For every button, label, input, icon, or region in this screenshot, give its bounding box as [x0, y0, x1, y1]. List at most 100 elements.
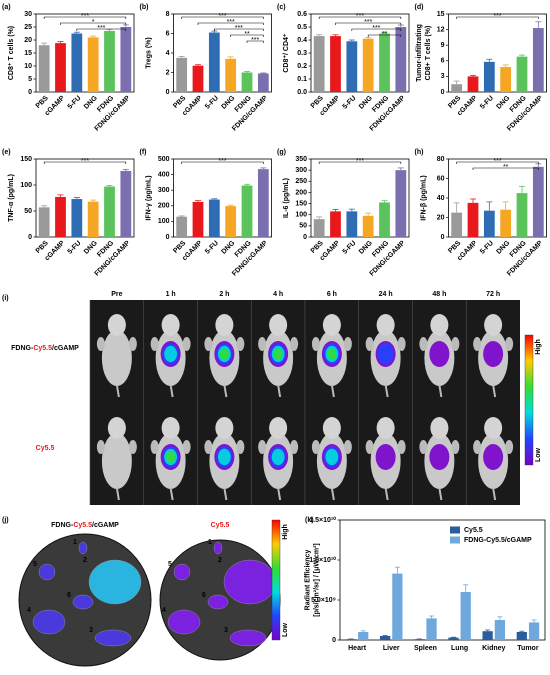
panel-label: (a) — [2, 4, 11, 11]
y-axis-label: IFN-γ (pg/mL) — [145, 175, 152, 220]
mouse-head — [269, 314, 288, 336]
mouse-leg — [365, 440, 374, 454]
signal — [483, 341, 504, 367]
x-tick-label: Kidney — [482, 645, 505, 652]
plot-frame — [448, 158, 547, 238]
mouse-leg — [96, 337, 105, 351]
plot-frame — [173, 13, 272, 93]
bar — [38, 207, 50, 237]
y-axis-label: Tumor-infiltrating — [416, 24, 423, 82]
x-tick-label: Heart — [348, 645, 367, 652]
title-part: FDNG- — [11, 345, 34, 352]
organ — [207, 594, 229, 610]
x-tick-label: 5-FU — [204, 95, 220, 111]
mouse-tail — [438, 487, 443, 501]
x-tick-label: 5-FU — [342, 240, 358, 256]
significance-bracket — [351, 28, 402, 31]
significance-bracket — [230, 34, 264, 37]
bar — [120, 27, 132, 92]
bar — [71, 199, 83, 237]
bar — [494, 620, 505, 640]
y-tick-label: 4 — [166, 50, 170, 57]
bar — [500, 209, 512, 237]
mouse-leg — [343, 337, 352, 351]
y-tick-label: 200 — [158, 203, 170, 210]
bar — [313, 219, 325, 237]
bar — [346, 211, 358, 237]
y-tick-label: 0 — [441, 234, 445, 241]
organ-label: 1 — [73, 539, 77, 546]
bar — [395, 27, 407, 92]
y-tick-label: 150 — [295, 200, 307, 207]
significance-label: *** — [235, 25, 243, 32]
y-axis-label: [p/s/cm²/sr] / [μW/cm²] — [313, 543, 320, 617]
bar — [482, 631, 493, 640]
organ — [38, 563, 56, 581]
organ — [94, 629, 132, 647]
significance-bracket — [246, 40, 264, 43]
mouse-tail — [169, 384, 174, 398]
bar — [104, 30, 115, 92]
significance-label: *** — [227, 19, 235, 26]
mouse-tail — [115, 384, 120, 398]
mouse-leg — [258, 337, 267, 351]
bar — [532, 28, 544, 92]
image-title: FDNG-Cy5.5/cGAMP — [51, 522, 119, 529]
bar — [330, 36, 341, 92]
organ-label: 6 — [202, 592, 206, 599]
bar — [451, 212, 463, 237]
significance-bracket — [318, 16, 402, 19]
mouse-head — [215, 314, 234, 336]
y-tick-label: 0.5 — [297, 24, 307, 31]
significance-label: *** — [81, 158, 89, 165]
organ — [167, 609, 201, 635]
colorbar-label: Low — [535, 447, 542, 462]
mouse-head — [322, 314, 341, 336]
bar — [38, 45, 50, 92]
signal — [429, 444, 450, 470]
organ — [78, 541, 88, 555]
y-tick-label: 0 — [441, 89, 445, 96]
x-tick-label: 5-FU — [479, 95, 495, 111]
y-axis-label: Tregs (%) — [145, 37, 152, 69]
organ-label: 4 — [162, 607, 166, 614]
mouse-head — [484, 314, 503, 336]
title-part: /cGAMP — [52, 345, 79, 352]
bar — [241, 185, 253, 237]
significance-label: *** — [81, 13, 89, 20]
y-tick-label: 300 — [295, 167, 307, 174]
y-tick-label: 400 — [158, 171, 170, 178]
significance-label: ** — [382, 31, 388, 38]
organ-label: 6 — [67, 592, 71, 599]
bar — [120, 170, 132, 237]
y-tick-label: 150 — [20, 156, 32, 163]
mouse-leg — [128, 440, 137, 454]
significance-bracket — [472, 167, 539, 170]
legend-label: Cy5.5 — [464, 527, 483, 534]
mouse-head — [269, 417, 288, 439]
bar — [448, 637, 459, 640]
legend-label: FDNG-Cy5.5/cGAMP — [464, 537, 532, 544]
mouse-leg — [505, 440, 514, 454]
mouse-leg — [311, 440, 320, 454]
y-tick-label: 0.3 — [297, 50, 307, 57]
mouse-head — [430, 314, 449, 336]
mouse-tail — [330, 487, 335, 501]
time-label: 24 h — [379, 291, 393, 298]
organ-label: 2 — [83, 557, 87, 564]
y-tick-label: 0.1 — [297, 76, 307, 83]
mouse-leg — [365, 337, 374, 351]
y-tick-label: 5 — [28, 76, 32, 83]
y-tick-label: 15 — [437, 11, 445, 18]
y-tick-label: 0.4 — [297, 37, 307, 44]
mouse-tail — [223, 384, 228, 398]
mouse-leg — [311, 337, 320, 351]
organ — [32, 609, 66, 635]
y-tick-label: 10 — [24, 63, 32, 70]
significance-bracket — [214, 28, 264, 31]
y-axis-label: Radiant Efficiency — [304, 550, 311, 611]
bar — [346, 41, 358, 92]
mouse-tail — [223, 487, 228, 501]
bar — [358, 632, 369, 640]
bar — [192, 65, 204, 92]
